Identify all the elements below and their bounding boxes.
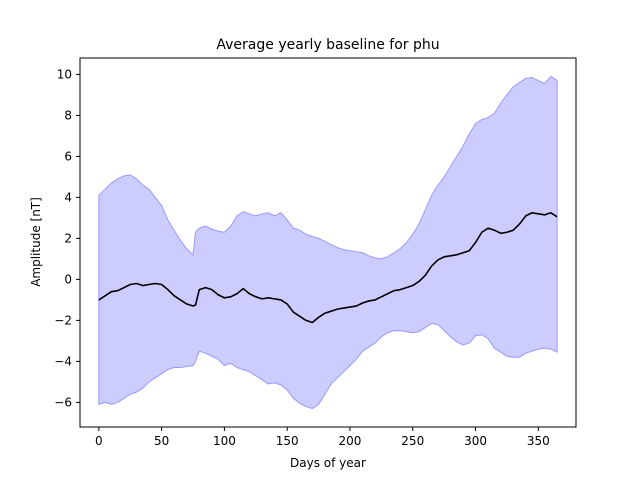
x-axis: 0 50 100 150 200 250 300 350 xyxy=(95,427,550,448)
series-line xyxy=(98,211,558,324)
x-tick-label: 200 xyxy=(339,434,362,448)
y-tick-label: 2 xyxy=(64,231,72,245)
x-tick-label: 100 xyxy=(213,434,236,448)
x-tick-label: 150 xyxy=(276,434,299,448)
y-tick-label: −4 xyxy=(54,354,72,368)
y-axis: −6 −4 −2 0 2 4 6 8 10 xyxy=(54,67,80,409)
y-tick-label: 4 xyxy=(64,190,72,204)
plot-frame xyxy=(79,57,577,428)
range-band xyxy=(98,75,558,410)
y-tick-label: −6 xyxy=(54,395,72,409)
chart-title: Average yearly baseline for phu xyxy=(216,37,439,53)
x-tick-label: 0 xyxy=(95,434,103,448)
plot-area xyxy=(98,75,558,410)
x-tick-label: 300 xyxy=(464,434,487,448)
x-tick-label: 250 xyxy=(401,434,424,448)
x-axis-label: Days of year xyxy=(290,456,366,470)
y-tick-label: 6 xyxy=(64,149,72,163)
y-tick-label: −2 xyxy=(54,313,72,327)
y-tick-label: 10 xyxy=(57,67,72,81)
x-tick-label: 350 xyxy=(527,434,550,448)
y-tick-label: 0 xyxy=(64,272,72,286)
y-axis-label: Amplitude [nT] xyxy=(29,197,43,287)
y-tick-label: 8 xyxy=(64,108,72,122)
x-tick-label: 50 xyxy=(154,434,169,448)
